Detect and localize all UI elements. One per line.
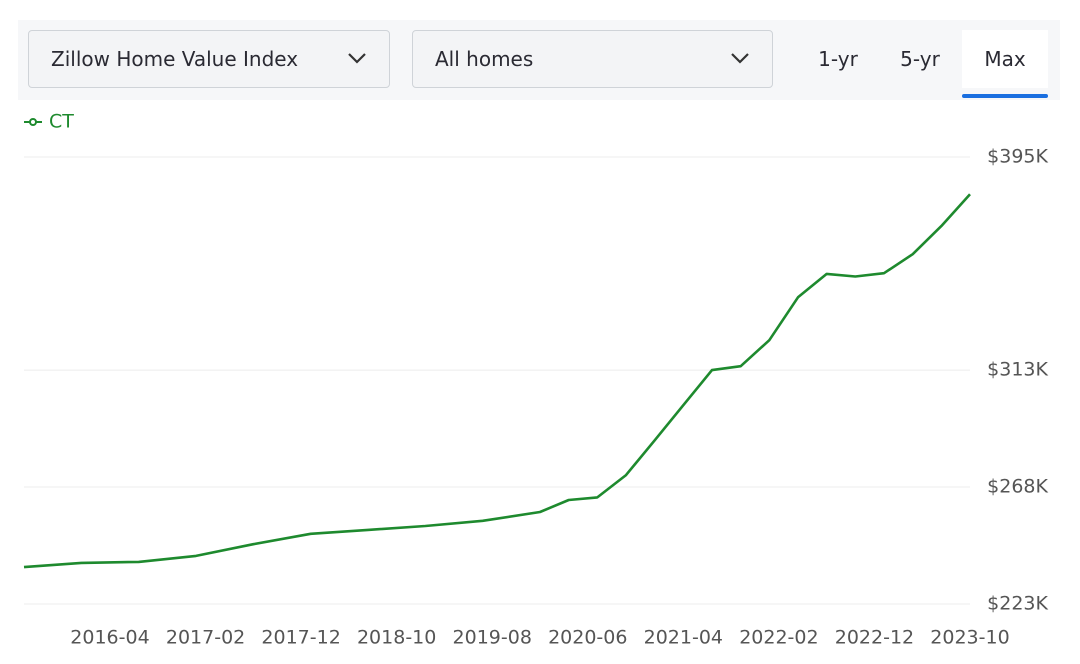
legend-marker: [29, 118, 37, 126]
range-button[interactable]: 1-yr: [818, 47, 858, 71]
y-tick-label: $268K: [987, 476, 1048, 498]
x-tick-label: 2022-12: [835, 627, 914, 649]
metric-dropdown[interactable]: Zillow Home Value Index: [28, 30, 390, 88]
series-line: [23, 193, 971, 569]
legend-label: CT: [49, 111, 74, 133]
dropdown-label: All homes: [435, 47, 534, 71]
y-tick-label: $395K: [987, 146, 1048, 168]
chevron: [731, 53, 749, 64]
x-tick-label: 2023-10: [930, 627, 1009, 649]
x-tick-label: 2021-04: [644, 627, 723, 649]
x-tick-label: 2019-08: [453, 627, 532, 649]
x-tick-label: 2018-10: [357, 627, 436, 649]
chevron: [348, 53, 366, 64]
x-tick-label: 2017-02: [166, 627, 245, 649]
home-type-dropdown[interactable]: All homes: [412, 30, 773, 88]
x-tick-label: 2020-06: [548, 627, 627, 649]
active-underline: [962, 94, 1048, 98]
range-button-active[interactable]: Max: [962, 30, 1048, 88]
dropdown-label: Zillow Home Value Index: [51, 47, 299, 71]
y-tick-label: $313K: [987, 359, 1048, 381]
x-tick-label: 2017-12: [261, 627, 340, 649]
y-tick-label: $223K: [987, 593, 1048, 615]
x-tick-label: 2022-02: [739, 627, 818, 649]
x-tick-label: 2016-04: [70, 627, 149, 649]
chart: $223K $268K $313K $395K 2016-04 2017-02 2017-1…: [23, 111, 1049, 649]
range-button[interactable]: 5-yr: [900, 47, 940, 71]
